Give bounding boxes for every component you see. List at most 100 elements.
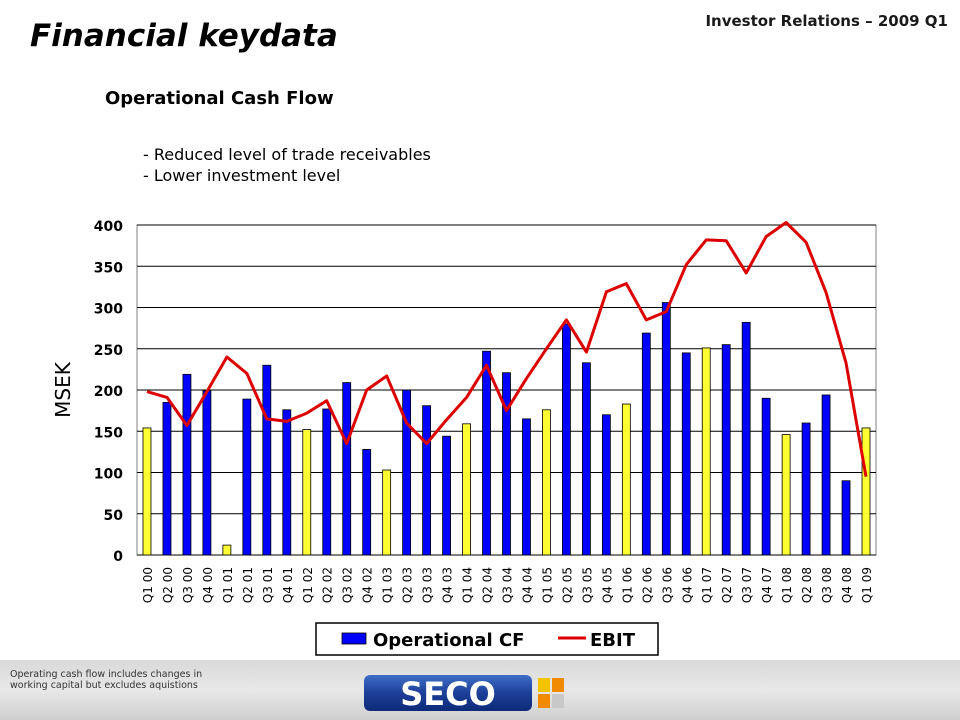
bar [801, 422, 811, 556]
header-context: Investor Relations – 2009 Q1 [705, 12, 948, 30]
bar [362, 448, 372, 556]
legend-label-operational-cf: Operational CF [373, 630, 524, 651]
page-title: Financial keydata [30, 18, 338, 54]
legend-swatch-operational-cf [341, 632, 367, 645]
bar [302, 429, 312, 556]
bar [741, 321, 751, 556]
x-tick-label: Q2 02 [321, 567, 335, 603]
y-tick-label: 350 [94, 260, 123, 276]
x-tick-label: Q4 08 [840, 567, 854, 603]
bar [542, 409, 551, 556]
x-tick-label: Q1 06 [620, 567, 634, 603]
bullet-item: - Reduced level of trade receivables [143, 145, 431, 164]
bar [841, 480, 851, 556]
x-tick-label: Q3 07 [740, 567, 754, 603]
bar [502, 372, 511, 556]
x-tick-label: Q1 00 [141, 567, 155, 603]
company-logo: SECO [364, 675, 564, 713]
bullet-list: - Reduced level of trade receivables - L… [143, 144, 431, 186]
y-tick-label: 200 [94, 384, 123, 400]
x-tick-label: Q2 00 [161, 567, 175, 603]
x-tick-label: Q3 06 [660, 567, 674, 603]
cash-flow-chart: 0 50 100 150 200 250 300 350 400 MSEK Q1 00 Q2 00 Q3… [51, 219, 877, 656]
x-tick-label: Q4 01 [281, 567, 295, 603]
x-tick-label: Q1 04 [461, 567, 475, 603]
footnote-line: Operating cash flow includes changes in [10, 669, 203, 680]
y-tick-label: 150 [94, 425, 123, 441]
x-tick-label: Q3 03 [421, 567, 435, 603]
footnote: Operating cash flow includes changes in … [10, 669, 250, 691]
x-tick-label: Q3 05 [580, 567, 594, 603]
bar [322, 408, 332, 556]
y-tick-label: 100 [94, 467, 123, 483]
bar [442, 435, 451, 556]
bar [581, 362, 591, 556]
x-tick-label: Q1 09 [860, 567, 874, 603]
footnote-line: working capital but excludes aquistions [10, 680, 198, 691]
x-tick-label: Q3 00 [181, 567, 195, 603]
bar [641, 332, 651, 556]
bar [781, 434, 791, 556]
x-tick-label: Q4 06 [680, 567, 694, 603]
bar [162, 401, 172, 556]
bar [202, 390, 212, 556]
bar [142, 427, 152, 556]
bar [721, 344, 731, 556]
ebit-line [146, 221, 868, 477]
section-title: Operational Cash Flow [105, 88, 334, 109]
x-tick-label: Q2 05 [560, 567, 574, 603]
bar [462, 423, 471, 556]
logo-text: SECO [400, 675, 496, 713]
bar [382, 469, 392, 556]
bar [222, 544, 232, 556]
x-tick-label: Q1 07 [700, 567, 714, 603]
bar [701, 347, 711, 556]
bar [681, 352, 691, 556]
bar [262, 364, 272, 556]
bar [821, 394, 831, 556]
y-tick-label: 300 [94, 302, 123, 318]
bar [242, 398, 252, 556]
x-tick-label: Q2 03 [401, 567, 415, 603]
x-tick-label: Q3 04 [501, 567, 515, 603]
x-tick-label: Q2 06 [640, 567, 654, 603]
x-tick-label: Q2 01 [241, 567, 255, 603]
y-tick-label: 50 [104, 508, 124, 524]
x-tick-label: Q2 07 [720, 567, 734, 603]
x-tick-label: Q1 01 [221, 567, 235, 603]
bar [422, 405, 432, 556]
legend-label-ebit: EBIT [590, 630, 636, 651]
x-tick-label: Q1 08 [780, 567, 794, 603]
x-tick-label: Q4 05 [600, 567, 614, 603]
bar [182, 373, 192, 556]
y-axis-label: MSEK [51, 361, 75, 418]
y-tick-label: 0 [113, 549, 123, 565]
bullet-item: - Lower investment level [143, 166, 341, 185]
bar [482, 350, 491, 556]
x-tick-label: Q4 03 [441, 567, 455, 603]
x-tick-label: Q3 02 [341, 567, 355, 603]
x-tick-label: Q4 02 [361, 567, 375, 603]
bar [342, 382, 352, 556]
x-tick-label: Q1 05 [540, 567, 554, 603]
x-tick-label: Q2 08 [800, 567, 814, 603]
x-tick-label: Q4 00 [201, 567, 215, 603]
x-tick-label: Q2 04 [481, 567, 495, 603]
y-tick-label: 400 [94, 219, 123, 235]
bar [661, 302, 671, 556]
bar [861, 427, 871, 556]
x-tick-label: Q3 01 [261, 567, 275, 603]
x-tick-label: Q4 07 [760, 567, 774, 603]
x-tick-label: Q1 03 [381, 567, 395, 603]
x-tick-label: Q1 02 [301, 567, 315, 603]
bar [522, 418, 531, 556]
bar [601, 414, 611, 556]
x-tick-label: Q3 08 [820, 567, 834, 603]
bar [562, 323, 571, 556]
legend-box [315, 622, 659, 656]
bar [402, 389, 412, 556]
bar [761, 397, 771, 556]
x-tick-label: Q4 04 [520, 567, 534, 603]
y-tick-label: 250 [94, 343, 123, 359]
bar [282, 409, 292, 556]
